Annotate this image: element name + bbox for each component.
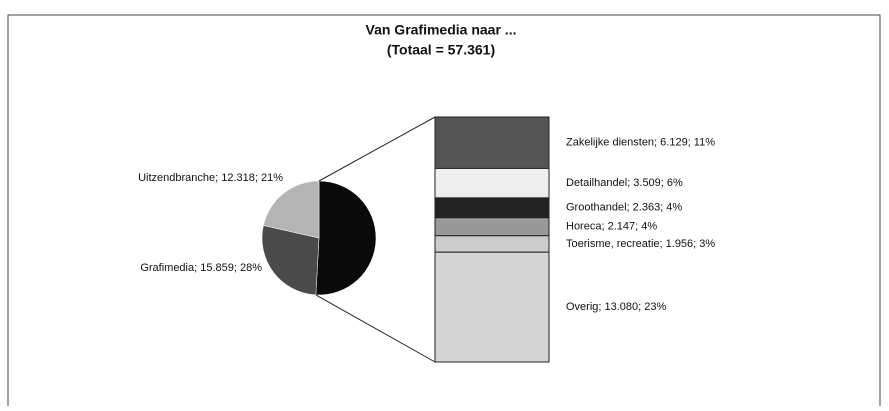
bar-label: Horeca; 2.147; 4% [566, 221, 657, 233]
connector [315, 294, 436, 363]
chart-subtitle: (Totaal = 57.361) [387, 42, 495, 58]
bar-segment [434, 217, 550, 237]
bar-segment [434, 251, 550, 363]
pie-slice [261, 225, 320, 296]
bar-segment [434, 116, 550, 169]
pie-label: Grafimedia; 15.859; 28% [140, 262, 262, 274]
bar-segment [434, 235, 550, 253]
pie-label: Uitzendbranche; 12.318; 21% [138, 172, 283, 184]
bar-label: Zakelijke diensten; 6.129; 11% [566, 137, 715, 149]
bar-segment [434, 167, 550, 199]
chart-title: Van Grafimedia naar ... [366, 22, 517, 38]
bar-label: Overig; 13.080; 23% [566, 301, 667, 313]
connector [318, 116, 436, 182]
bar-label: Detailhandel; 3.509; 6% [566, 177, 683, 189]
bar-label: Groothandel; 2.363; 4% [566, 202, 682, 214]
pie-slice [263, 180, 320, 239]
bar-label: Toerisme, recreatie; 1.956; 3% [566, 238, 715, 250]
pie-slice [315, 180, 377, 296]
bar-segment [434, 197, 550, 219]
